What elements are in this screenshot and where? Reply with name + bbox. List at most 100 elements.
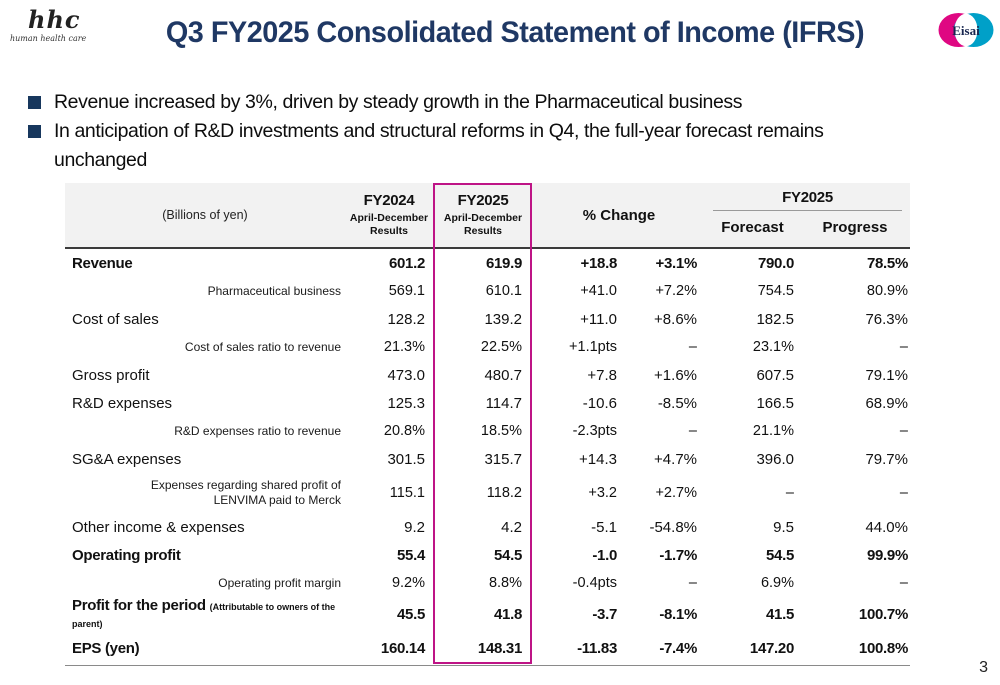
cell-change-percent: -54.8% [649,518,697,536]
bullet-text: In anticipation of R&D investments and s… [54,120,824,171]
cell-forecast: 9.5 [773,518,794,536]
row-label-text: Pharmaceutical business [207,284,341,298]
cell-forecast: – [785,485,794,501]
cell-progress: 80.9% [866,283,908,299]
row-label-text: Revenue [72,254,133,272]
progress-column-label: Progress [822,219,888,236]
row-label-text: SG&A expenses [72,450,182,468]
percent-change-title: % Change [582,206,656,224]
cell-forecast: 182.5 [756,310,794,328]
row-label: Profit for the period (Attributable to o… [65,597,345,631]
cell-change-percent: – [688,423,697,439]
cell-fy2024-results: 601.2 [388,254,425,272]
row-label-text: Profit for the period [72,597,206,614]
cell-forecast: 41.5 [766,605,794,623]
row-label: Expenses regarding shared profit of LENV… [65,478,345,508]
cell-fy2025-results: 4.2 [501,518,522,536]
row-label: R&D expenses [65,395,345,412]
cell-change-amount: -10.6 [582,394,617,412]
cell-fy2024-results: 20.8% [383,423,425,439]
row-label-text: Expenses regarding shared profit of LENV… [150,478,341,507]
eisai-logo: Eisai [938,6,994,56]
table-row: Gross profit 473.0 480.7 +7.8 +1.6% 607.5 79.1… [65,361,910,389]
cell-progress: 68.9% [865,394,908,412]
row-label: EPS (yen) [65,640,345,657]
cell-change-percent: +1.6% [654,366,697,384]
row-label: Operating profit margin [65,576,345,590]
table-header: (Billions of yen) FY2024 April-December … [65,183,910,247]
cell-change-amount: +18.8 [580,254,618,272]
key-messages: Revenue increased by 3%, driven by stead… [28,88,908,175]
row-label: Other income & expenses [65,519,345,536]
cell-fy2024-results: 125.3 [387,394,425,412]
row-label: R&D expenses ratio to revenue [65,424,345,438]
fy2024-title: FY2024 [363,192,415,210]
fy2025-title: FY2025 [457,192,509,210]
cell-fy2024-results: 55.4 [397,546,425,564]
cell-fy2024-results: 115.1 [389,485,425,501]
table-row: Expenses regarding shared profit of LENV… [65,473,910,513]
table-row: R&D expenses ratio to revenue 20.8% 18.5% -… [65,417,910,445]
row-label-text: Other income & expenses [72,518,245,536]
cell-forecast: 54.5 [766,546,794,564]
page-title: Q3 FY2025 Consolidated Statement of Inco… [165,16,865,49]
cell-change-percent: -8.1% [659,605,697,623]
eisai-logo-icon: Eisai [938,13,994,47]
bullet-item: Revenue increased by 3%, driven by stead… [28,88,908,116]
table-row: Other income & expenses 9.2 4.2 -5.1 -54.8% 9… [65,513,910,541]
cell-fy2024-results: 473.0 [387,366,425,384]
cell-forecast: 6.9% [760,575,794,591]
cell-progress: – [899,423,908,439]
percent-change-header: % Change [533,183,705,247]
table-row: Revenue 601.2 619.9 +18.8 +3.1% 790.0 78.5% [65,249,910,277]
cell-progress: 78.5% [866,254,908,272]
bullet-square-icon [28,96,41,109]
hhc-logo: hhc human health care [10,8,120,44]
bullet-square-icon [28,125,41,139]
income-statement-table: (Billions of yen) FY2024 April-December … [65,183,910,666]
bullet-text: Revenue increased by 3%, driven by stead… [54,91,743,113]
cell-fy2025-results: 18.5% [480,423,522,439]
row-label-text: R&D expenses ratio to revenue [174,424,341,438]
fy2025-fullyear-title: FY2025 [782,189,833,206]
row-label: Cost of sales ratio to revenue [65,340,345,354]
row-label-text: EPS (yen) [72,639,140,657]
cell-progress: 76.3% [865,310,908,328]
table-row: Cost of sales ratio to revenue 21.3% 22.5%… [65,333,910,361]
cell-fy2024-results: 569.1 [388,283,425,299]
fy2025-subtitle: April-December Results [443,212,523,237]
cell-fy2025-results: 315.7 [484,450,522,468]
cell-change-amount: -5.1 [591,518,617,536]
cell-fy2025-results: 619.9 [485,254,522,272]
cell-change-percent: – [688,575,697,591]
table-row: Cost of sales 128.2 139.2 +11.0 +8.6% 182.5 76… [65,305,910,333]
cell-change-percent: +3.1% [655,254,698,272]
cell-forecast: 23.1% [752,339,794,355]
table-row: EPS (yen) 160.14 148.31 -11.83 -7.4% 147.20 10… [65,631,910,665]
cell-change-amount: +11.0 [580,310,617,328]
cell-forecast: 790.0 [757,254,794,272]
unit-label-cell: (Billions of yen) [65,183,345,247]
row-label: Operating profit [65,547,345,564]
cell-fy2024-results: 301.5 [387,450,425,468]
cell-fy2024-results: 160.14 [380,639,425,657]
cell-forecast: 754.5 [757,283,794,299]
cell-forecast: 147.20 [749,639,794,657]
cell-fy2025-results: 148.31 [477,639,522,657]
row-label: Gross profit [65,367,345,384]
table-row: Operating profit margin 9.2% 8.8% -0.4pts – 6… [65,569,910,597]
row-label-text: Cost of sales [72,310,159,328]
cell-change-amount: +3.2 [588,485,617,501]
row-label-text: Operating profit [72,546,181,564]
cell-change-amount: +41.0 [580,283,617,299]
cell-change-amount: -2.3pts [572,423,617,439]
row-label-text: Operating profit margin [218,576,341,590]
fy2025-fullyear-header: FY2025 Forecast Progress [705,183,910,247]
cell-fy2025-results: 118.2 [486,485,522,501]
cell-fy2025-results: 22.5% [480,339,522,355]
header-divider [713,210,902,211]
cell-change-amount: -1.0 [592,546,617,564]
table-row: Profit for the period (Attributable to o… [65,597,910,631]
cell-fy2025-results: 8.8% [488,575,522,591]
fy2025-header: FY2025 April-December Results [433,183,533,247]
